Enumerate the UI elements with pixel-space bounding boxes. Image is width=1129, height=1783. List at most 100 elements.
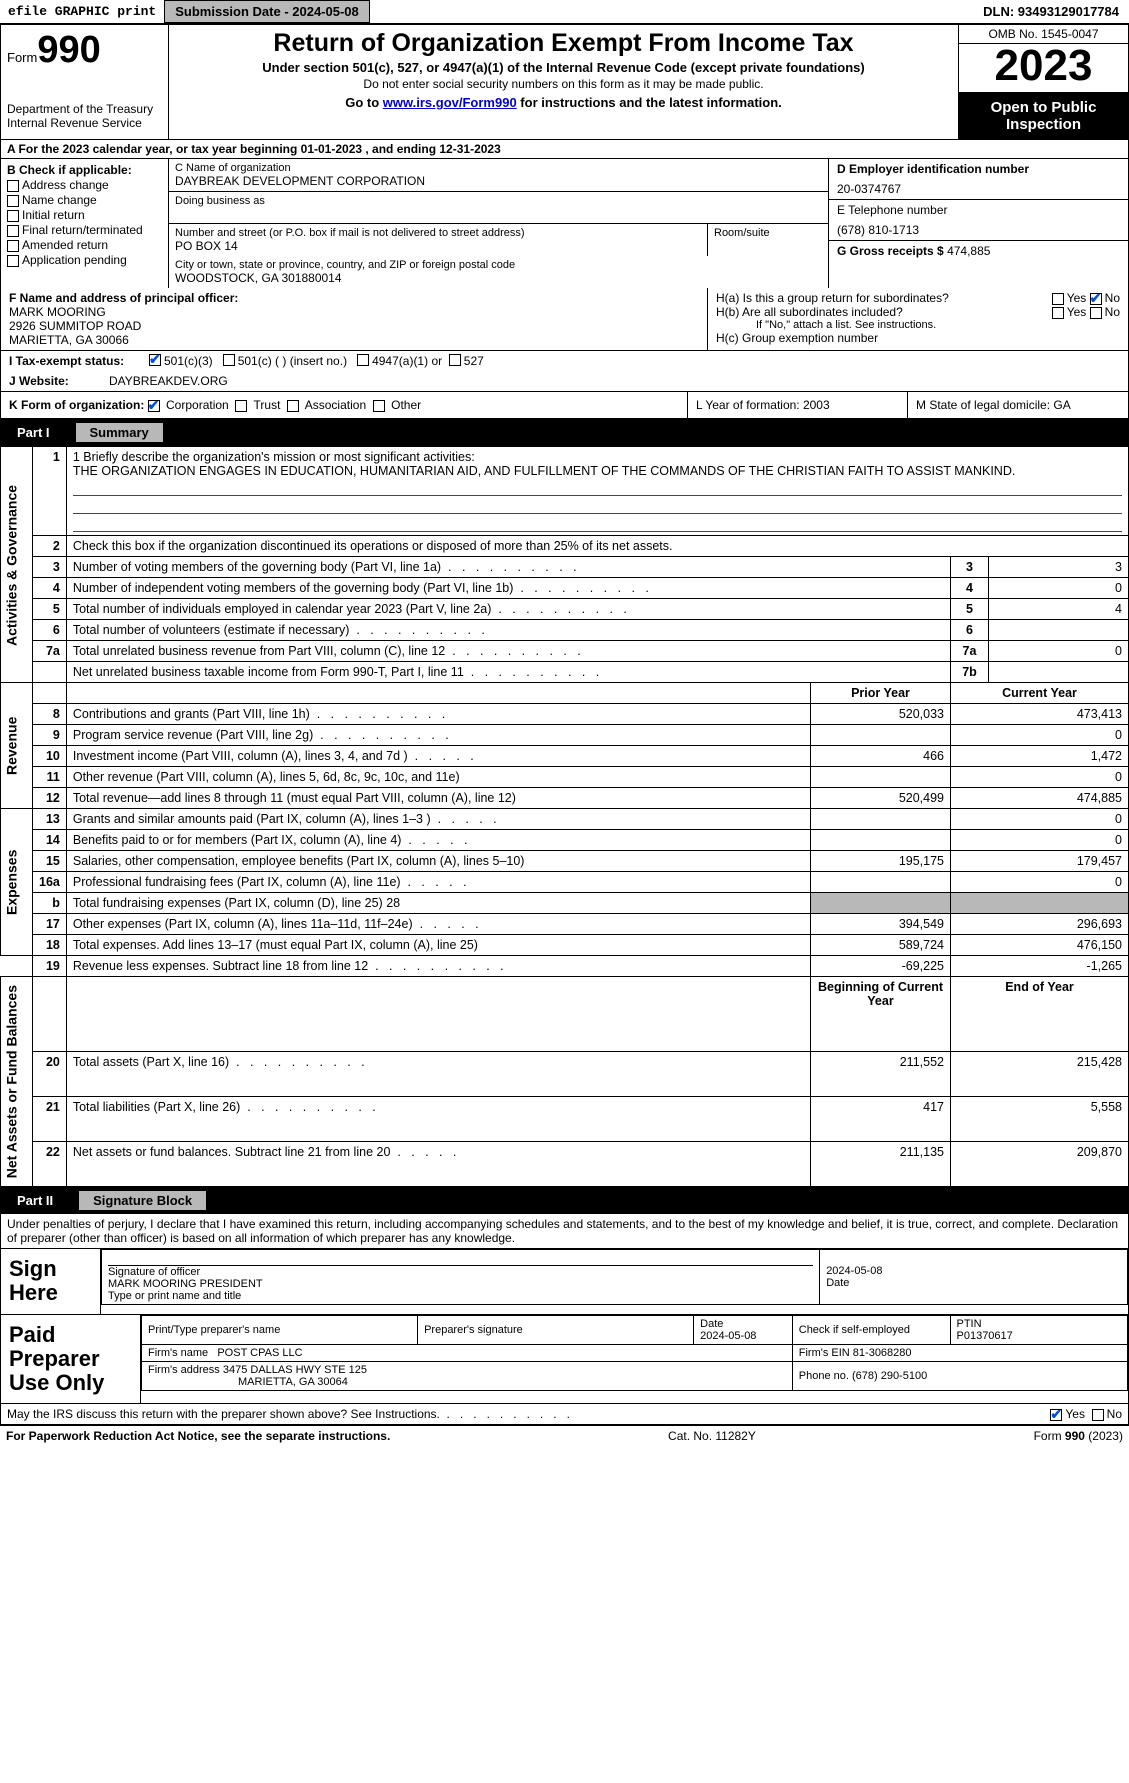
chk-4947[interactable] <box>357 354 369 366</box>
val-4: 0 <box>989 578 1129 599</box>
preparer-name-cell: Print/Type preparer's name <box>142 1315 418 1344</box>
row-a-calendar: A For the 2023 calendar year, or tax yea… <box>0 140 1129 159</box>
discuss-yes-chk[interactable] <box>1050 1409 1062 1421</box>
header-left: Form990 Department of the Treasury Inter… <box>1 25 169 139</box>
page-footer: For Paperwork Reduction Act Notice, see … <box>0 1425 1129 1446</box>
line-20: Total assets (Part X, line 16) <box>66 1052 810 1097</box>
discuss-no-chk[interactable] <box>1092 1409 1104 1421</box>
line-21: Total liabilities (Part X, line 26) <box>66 1097 810 1142</box>
p21: 417 <box>811 1097 951 1142</box>
hb-no-chk[interactable] <box>1090 307 1102 319</box>
line-22: Net assets or fund balances. Subtract li… <box>66 1142 810 1187</box>
form-subtitle: Under section 501(c), 527, or 4947(a)(1)… <box>177 60 950 75</box>
preparer-date-cell: Date2024-05-08 <box>694 1315 793 1344</box>
current-year-hdr: Current Year <box>951 683 1129 704</box>
chk-501c3[interactable] <box>149 354 161 366</box>
chk-other[interactable] <box>373 400 385 412</box>
chk-trust[interactable] <box>235 400 247 412</box>
chk-association[interactable] <box>287 400 299 412</box>
row-m-domicile: M State of legal domicile: GA <box>908 392 1128 418</box>
ha-yes-chk[interactable] <box>1052 293 1064 305</box>
telephone-box: E Telephone number (678) 810-1713 <box>829 200 1128 241</box>
row-l-year: L Year of formation: 2003 <box>688 392 908 418</box>
mission-box: 1 Briefly describe the organization's mi… <box>66 447 1128 536</box>
line-8: Contributions and grants (Part VIII, lin… <box>66 704 810 725</box>
officer-signature-cell: Signature of officer MARK MOORING PRESID… <box>102 1250 820 1305</box>
c8: 473,413 <box>951 704 1129 725</box>
chk-amended-return[interactable]: Amended return <box>7 238 162 252</box>
info-block: B Check if applicable: Address change Na… <box>0 159 1129 288</box>
sign-date: 2024-05-08 <box>826 1265 1121 1277</box>
c20: 215,428 <box>951 1052 1129 1097</box>
line-16b: Total fundraising expenses (Part IX, col… <box>66 893 810 914</box>
line-6: Total number of volunteers (estimate if … <box>66 620 950 641</box>
officer-addr2: MARIETTA, GA 30066 <box>9 333 699 347</box>
c15: 179,457 <box>951 851 1129 872</box>
preparer-sig-cell: Preparer's signature <box>418 1315 694 1344</box>
p16b <box>811 893 951 914</box>
c12: 474,885 <box>951 788 1129 809</box>
hb-note: If "No," attach a list. See instructions… <box>716 319 1120 331</box>
line-19: Revenue less expenses. Subtract line 18 … <box>66 956 810 977</box>
p14 <box>811 830 951 851</box>
c13: 0 <box>951 809 1129 830</box>
p9 <box>811 725 951 746</box>
officer-name: MARK MOORING <box>9 305 699 319</box>
header-middle: Return of Organization Exempt From Incom… <box>169 25 958 139</box>
sign-here-label: Sign Here <box>1 1249 101 1313</box>
firm-phone-cell: Phone no. (678) 290-5100 <box>792 1361 1127 1390</box>
p13 <box>811 809 951 830</box>
header-right: OMB No. 1545-0047 2023 Open to Public In… <box>958 25 1128 139</box>
open-public-badge: Open to Public Inspection <box>959 93 1128 139</box>
c10: 1,472 <box>951 746 1129 767</box>
room-box: Room/suite <box>708 224 828 256</box>
gross-receipts-value: 474,885 <box>947 244 990 258</box>
line-3: Number of voting members of the governin… <box>66 557 950 578</box>
city-state-zip: WOODSTOCK, GA 301880014 <box>175 271 822 285</box>
p12: 520,499 <box>811 788 951 809</box>
ein-box: D Employer identification number 20-0374… <box>829 159 1128 200</box>
val-3: 3 <box>989 557 1129 578</box>
tax-year: 2023 <box>959 44 1128 93</box>
org-name: DAYBREAK DEVELOPMENT CORPORATION <box>175 174 822 188</box>
top-bar: efile GRAPHIC print Submission Date - 20… <box>0 0 1129 24</box>
hc-line: H(c) Group exemption number <box>716 331 1120 345</box>
p22: 211,135 <box>811 1142 951 1187</box>
c14: 0 <box>951 830 1129 851</box>
chk-501c[interactable] <box>223 354 235 366</box>
line-7a: Total unrelated business revenue from Pa… <box>66 641 950 662</box>
val-7a: 0 <box>989 641 1129 662</box>
hb-yes-chk[interactable] <box>1052 307 1064 319</box>
chk-corporation[interactable] <box>148 400 160 412</box>
section-governance: Activities & Governance <box>1 447 33 683</box>
c16b <box>951 893 1129 914</box>
discuss-row: May the IRS discuss this return with the… <box>0 1404 1129 1425</box>
chk-application-pending[interactable]: Application pending <box>7 253 162 267</box>
irs-link[interactable]: www.irs.gov/Form990 <box>383 95 517 110</box>
val-7b <box>989 662 1129 683</box>
val-6 <box>989 620 1129 641</box>
chk-name-change[interactable]: Name change <box>7 193 162 207</box>
paid-preparer-block: Paid Preparer Use Only Print/Type prepar… <box>0 1315 1129 1405</box>
ha-no-chk[interactable] <box>1090 293 1102 305</box>
dln-label: DLN: 93493129017784 <box>973 1 1129 22</box>
part1-title: Summary <box>76 423 163 442</box>
firm-ein-cell: Firm's EIN 81-3068280 <box>792 1344 1127 1361</box>
col-b-label: B Check if applicable: <box>7 163 162 177</box>
line-11: Other revenue (Part VIII, column (A), li… <box>66 767 810 788</box>
footer-mid: Cat. No. 11282Y <box>668 1429 756 1443</box>
p8: 520,033 <box>811 704 951 725</box>
department-label: Department of the Treasury Internal Reve… <box>7 102 162 130</box>
c17: 296,693 <box>951 914 1129 935</box>
chk-initial-return[interactable]: Initial return <box>7 208 162 222</box>
line-12: Total revenue—add lines 8 through 11 (mu… <box>66 788 810 809</box>
footer-right: Form 990 (2023) <box>1034 1429 1123 1443</box>
org-name-box: C Name of organization DAYBREAK DEVELOPM… <box>169 159 828 192</box>
chk-address-change[interactable]: Address change <box>7 178 162 192</box>
chk-527[interactable] <box>449 354 461 366</box>
footer-left: For Paperwork Reduction Act Notice, see … <box>6 1429 390 1443</box>
city-box: City or town, state or province, country… <box>169 256 828 288</box>
chk-final-return[interactable]: Final return/terminated <box>7 223 162 237</box>
col-deg: D Employer identification number 20-0374… <box>828 159 1128 288</box>
row-klm: K Form of organization: Corporation Trus… <box>0 392 1129 419</box>
